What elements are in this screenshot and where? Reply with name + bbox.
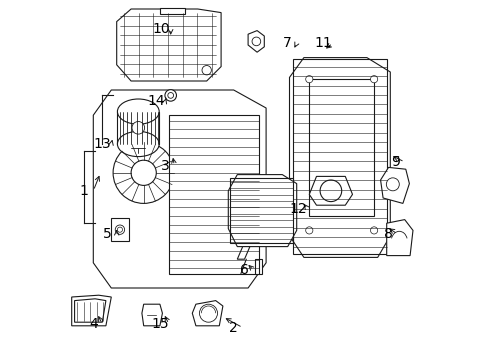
Polygon shape: [247, 31, 264, 52]
Ellipse shape: [117, 131, 159, 157]
Bar: [292, 59, 386, 254]
Circle shape: [370, 227, 377, 234]
Circle shape: [167, 93, 173, 98]
Polygon shape: [93, 90, 265, 288]
Polygon shape: [142, 304, 162, 326]
Bar: [230, 178, 292, 243]
Bar: [309, 79, 373, 216]
Polygon shape: [192, 301, 223, 326]
Polygon shape: [228, 175, 296, 247]
Text: 1: 1: [80, 184, 88, 198]
Bar: [160, 8, 185, 14]
Text: 5: 5: [103, 227, 112, 241]
Polygon shape: [289, 58, 389, 257]
Circle shape: [320, 180, 341, 202]
Text: 11: 11: [314, 36, 332, 50]
Circle shape: [370, 76, 377, 83]
Text: 15: 15: [151, 317, 168, 331]
Polygon shape: [380, 167, 408, 203]
Text: 6: 6: [240, 263, 248, 277]
Polygon shape: [75, 299, 106, 322]
Circle shape: [132, 121, 144, 134]
Polygon shape: [117, 9, 221, 81]
Circle shape: [305, 227, 312, 234]
Circle shape: [251, 37, 260, 46]
Text: 3: 3: [161, 159, 169, 172]
Text: 14: 14: [147, 94, 165, 108]
Circle shape: [164, 90, 176, 101]
Text: 2: 2: [229, 321, 238, 334]
Circle shape: [115, 225, 124, 234]
Text: 9: 9: [390, 155, 399, 169]
Polygon shape: [237, 247, 249, 259]
Circle shape: [131, 160, 156, 185]
Circle shape: [199, 304, 217, 322]
Text: 4: 4: [89, 317, 98, 331]
Text: 8: 8: [383, 227, 392, 241]
Polygon shape: [255, 259, 261, 274]
Bar: [111, 218, 128, 241]
Circle shape: [117, 227, 122, 232]
Ellipse shape: [117, 99, 159, 124]
Circle shape: [113, 142, 174, 203]
Circle shape: [386, 178, 399, 191]
Polygon shape: [72, 295, 111, 326]
Circle shape: [202, 66, 211, 75]
Text: 7: 7: [283, 36, 291, 50]
Circle shape: [305, 76, 312, 83]
Bar: [168, 115, 258, 274]
Text: 10: 10: [153, 22, 170, 36]
Text: 13: 13: [93, 137, 111, 151]
Text: 12: 12: [289, 202, 306, 216]
Polygon shape: [386, 220, 412, 256]
Polygon shape: [309, 176, 352, 205]
